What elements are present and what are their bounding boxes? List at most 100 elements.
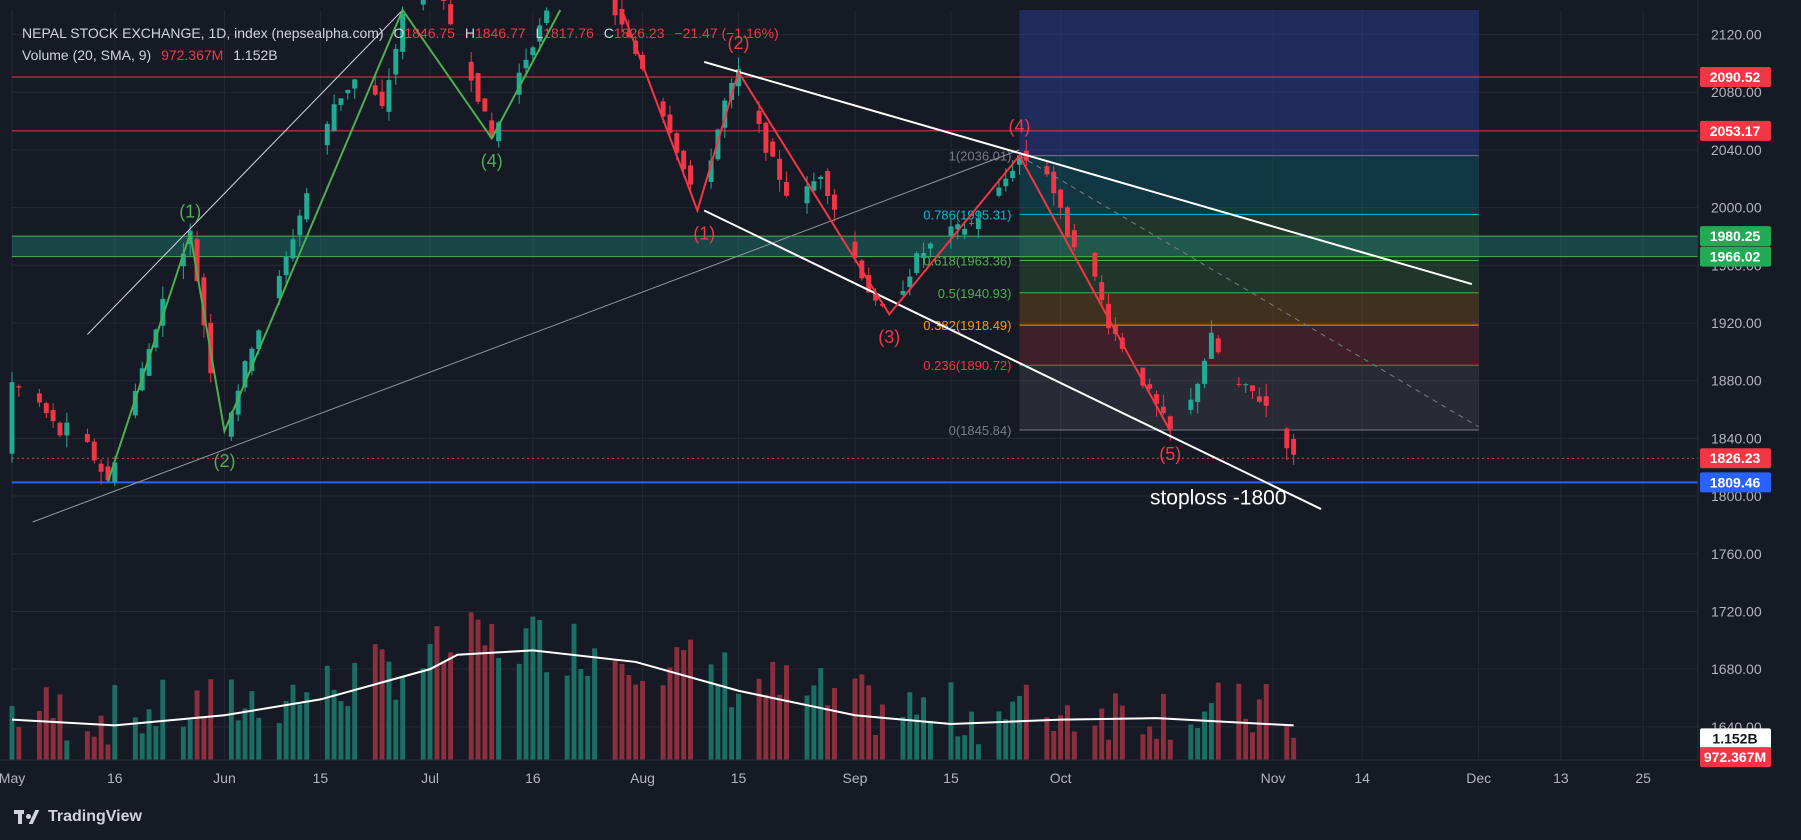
volume-tag-bg — [1700, 728, 1771, 749]
price-tick-label: 1760.00 — [1711, 546, 1762, 562]
candle-body — [331, 104, 337, 131]
volume-bar — [1099, 708, 1105, 760]
volume-bar — [1058, 715, 1064, 760]
volume-bar — [57, 694, 63, 760]
candle-body — [16, 386, 22, 388]
volume-bar — [585, 675, 591, 760]
candle-body — [1058, 189, 1064, 208]
candle-body — [352, 79, 358, 89]
volume-bar — [1119, 705, 1125, 760]
candle-body — [948, 226, 954, 237]
volume-bar — [1017, 695, 1022, 760]
volume-bar — [537, 619, 543, 760]
volume-bar — [420, 668, 426, 760]
volume-bar — [1044, 717, 1050, 760]
tradingview-logo-icon — [14, 810, 42, 824]
volume-bar — [489, 623, 495, 760]
volume-bar — [468, 612, 474, 760]
volume-bar — [139, 733, 145, 760]
candle-body — [831, 194, 837, 210]
candle-body — [91, 441, 97, 461]
candle-body — [660, 101, 666, 117]
candle-body — [105, 466, 111, 481]
candle-body — [900, 291, 906, 295]
volume-bar — [763, 694, 769, 760]
volume-bar — [1064, 705, 1070, 760]
volume-bar — [256, 717, 262, 760]
candle-body — [290, 239, 296, 259]
candle-body — [1250, 385, 1255, 392]
volume-bar — [660, 685, 666, 760]
volume-bar — [975, 744, 981, 760]
volume-bar — [201, 717, 207, 760]
time-tick-label: Oct — [1050, 770, 1072, 786]
price-tick-label: 1720.00 — [1711, 603, 1762, 619]
volume-bar — [297, 704, 303, 760]
time-tick-label: 16 — [107, 770, 123, 786]
volume-bar — [927, 720, 933, 760]
candle-body — [619, 9, 625, 25]
candle-body — [1263, 396, 1269, 406]
volume-bar — [304, 692, 310, 760]
support-tag-bg — [1700, 226, 1771, 247]
volume-indicator-label[interactable]: Volume (20, SMA, 9) — [22, 47, 152, 63]
volume-bar — [1112, 693, 1118, 760]
volume-bar — [1154, 738, 1160, 760]
volume-bar — [1284, 724, 1290, 760]
close-value: 1826.23 — [613, 25, 665, 41]
candle-body — [180, 253, 186, 267]
wave-label-down: (1) — [693, 223, 715, 243]
volume-bar — [400, 676, 406, 760]
volume-bar — [1092, 725, 1098, 760]
volume-bar — [105, 744, 111, 760]
candle-body — [194, 239, 200, 281]
candle-body — [612, 0, 618, 16]
volume-bar — [50, 717, 56, 760]
volume-bar — [475, 619, 481, 760]
fib-level-label: 1(2036.01) — [949, 149, 1012, 164]
candle-body — [50, 410, 56, 422]
candle-body — [146, 349, 152, 376]
candle-body — [927, 243, 933, 249]
candle-body — [818, 176, 824, 179]
volume-bar — [132, 717, 138, 760]
candle-body — [1208, 332, 1214, 359]
candle-body — [475, 73, 481, 102]
candle-body — [1202, 360, 1208, 384]
time-tick-label: Jul — [421, 770, 439, 786]
price-tick-label: 1680.00 — [1711, 661, 1762, 677]
candle-body — [324, 123, 330, 146]
volume-bar — [523, 628, 529, 760]
candle-body — [516, 72, 522, 95]
volume-bar — [722, 652, 728, 760]
volume-bar — [1051, 731, 1057, 760]
volume-bar — [544, 672, 550, 760]
volume-bar — [386, 661, 392, 760]
volume-bar — [1208, 703, 1214, 760]
volume-bar — [530, 616, 536, 760]
candle-body — [132, 390, 138, 416]
candle-body — [530, 47, 536, 56]
candle-body — [160, 298, 166, 326]
candle-body — [852, 241, 858, 258]
volume-tag: 1.152B — [1712, 730, 1757, 746]
candle-body — [489, 120, 495, 138]
time-tick-label: Nov — [1261, 770, 1286, 786]
symbol-title[interactable]: NEPAL STOCK EXCHANGE, 1D, index (nepseal… — [22, 25, 384, 41]
time-tick-label: 25 — [1635, 770, 1651, 786]
trend-line — [703, 209, 1322, 510]
volume-bar — [1202, 711, 1208, 760]
fib-level-label: 0.618(1963.36) — [923, 253, 1011, 268]
tradingview-logo[interactable]: TradingView — [14, 808, 142, 826]
candle-body — [1071, 230, 1077, 248]
price-tick-label: 1880.00 — [1711, 373, 1762, 389]
fib-level-label: 0.382(1918.49) — [923, 318, 1011, 333]
volume-bar — [1291, 737, 1297, 760]
last-price-tag-bg — [1700, 448, 1771, 469]
chart-legend: NEPAL STOCK EXCHANGE, 1D, index (nepseal… — [22, 22, 791, 66]
fib-band — [1019, 292, 1479, 326]
candle-body — [420, 0, 426, 5]
volume-bar — [1188, 724, 1194, 760]
volume-bar — [1160, 693, 1166, 760]
